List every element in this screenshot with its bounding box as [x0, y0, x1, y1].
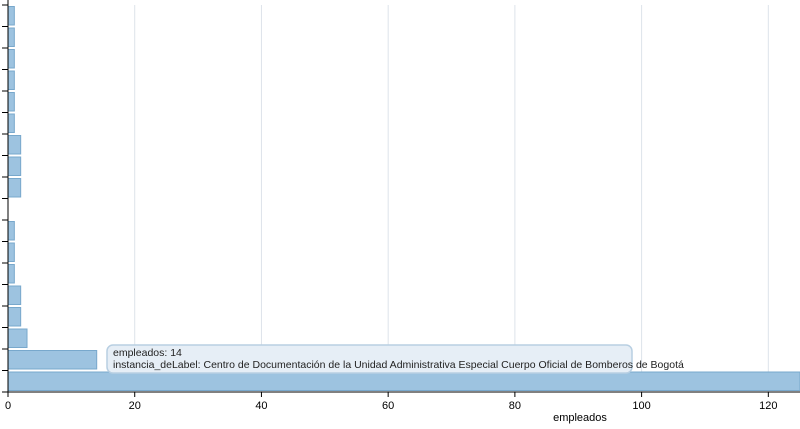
grid	[7, 5, 769, 392]
bar	[8, 27, 15, 47]
tooltip-box	[106, 344, 633, 374]
bar	[8, 6, 15, 26]
x-axis-label: empleados	[553, 412, 607, 424]
bar	[8, 156, 22, 176]
bar	[8, 285, 22, 305]
bar	[8, 371, 800, 391]
x-tick-label: 80	[509, 400, 521, 412]
bar	[8, 49, 15, 69]
bar	[8, 113, 15, 133]
x-tick-label: 20	[129, 400, 141, 412]
tooltip-line: instancia_deLabel: Centro de Documentaci…	[113, 359, 684, 371]
x-tick-label: 60	[382, 400, 394, 412]
tooltip: empleados: 14 instancia_deLabel: Centro …	[106, 344, 684, 374]
x-tick-label: 120	[759, 400, 777, 412]
axes: 0 20 40 60 80 100 120	[2, 0, 800, 412]
x-tick-label: 0	[5, 400, 11, 412]
tooltip-line: empleados: 14	[113, 347, 182, 359]
x-tick-label: 100	[632, 400, 650, 412]
bars	[8, 6, 800, 391]
bar	[8, 92, 15, 112]
bar	[8, 328, 28, 348]
bar	[8, 70, 15, 90]
bar	[8, 264, 15, 284]
bar	[8, 135, 22, 155]
bar	[8, 307, 22, 327]
bar	[8, 350, 98, 370]
bar	[8, 221, 15, 241]
bar	[8, 242, 15, 262]
x-tick-label: 40	[255, 400, 267, 412]
bar	[8, 178, 22, 198]
